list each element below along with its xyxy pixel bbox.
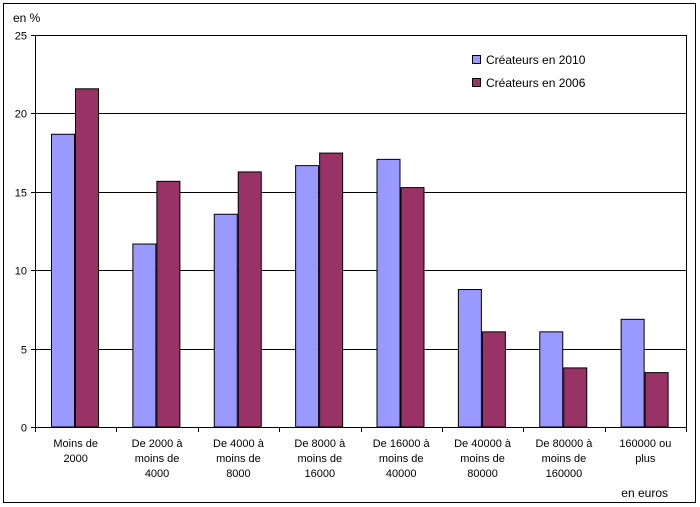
- y-tick-label: 0: [21, 423, 27, 435]
- bar: [237, 171, 262, 428]
- bar: [75, 88, 99, 428]
- y-tick-labels: 0 5 10 15 20 25: [15, 31, 27, 435]
- bar: [620, 318, 645, 428]
- bar: [213, 213, 238, 428]
- bar: [156, 180, 181, 428]
- bar: [295, 165, 320, 428]
- bar: [563, 367, 588, 428]
- y-tick-label: 20: [15, 109, 27, 121]
- axes: [31, 35, 687, 432]
- bar: [51, 133, 75, 428]
- bar: [644, 372, 669, 428]
- bar: [376, 158, 401, 428]
- bar: [319, 152, 344, 428]
- bar: [481, 331, 506, 428]
- legend-label: Créateurs en 2010: [486, 53, 586, 67]
- x-category-label: De 4000 à moins de 8000: [213, 438, 265, 480]
- x-category-labels: Moins de 2000 De 2000 à moins de 4000 De 4000…: [53, 438, 671, 480]
- x-category-label: De 16000 à moins de 40000: [373, 438, 431, 480]
- x-category-label: De 40000 à moins de 80000: [454, 438, 512, 480]
- bar: [539, 331, 564, 428]
- x-category-label: De 80000 à moins de 160000: [535, 438, 593, 480]
- legend-swatch: [472, 55, 481, 64]
- y-tick-label: 15: [15, 188, 27, 200]
- y-unit-label: en %: [13, 11, 41, 25]
- x-category-label: Moins de 2000: [53, 438, 98, 465]
- bars: [51, 88, 669, 428]
- x-category-label: De 8000 à moins de 16000: [294, 438, 346, 480]
- x-unit-label: en euros: [621, 486, 668, 500]
- bar: [400, 187, 425, 428]
- legend-label: Créateurs en 2006: [486, 76, 586, 90]
- bar: [457, 289, 482, 428]
- legend: Créateurs en 2010 Créateurs en 2006: [472, 53, 586, 90]
- y-tick-label: 5: [21, 345, 27, 357]
- y-tick-label: 25: [15, 31, 27, 43]
- bar: [132, 243, 157, 428]
- x-category-label: De 2000 à moins de 4000: [132, 438, 184, 480]
- x-category-label: 160000 ou plus: [619, 438, 671, 465]
- legend-swatch: [472, 78, 481, 87]
- y-tick-label: 10: [15, 266, 27, 278]
